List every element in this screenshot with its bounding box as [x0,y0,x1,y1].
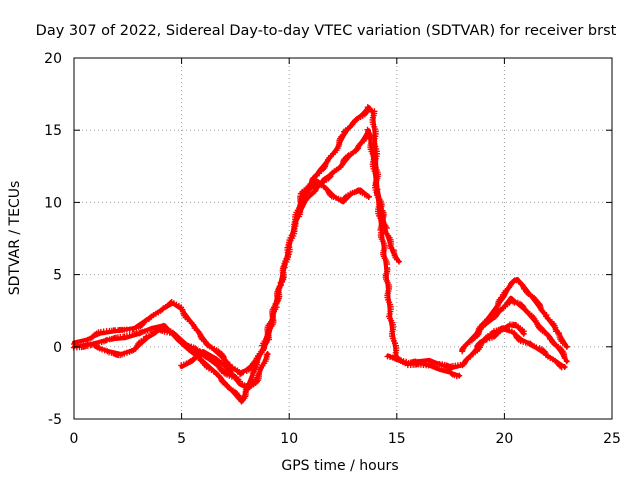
data-point [264,351,271,358]
data-point [240,369,247,376]
series-track [468,276,570,350]
data-point [102,337,109,344]
data-series [70,104,570,405]
x-tick-label: 10 [280,431,298,447]
y-tick-label: 0 [53,340,62,356]
data-point [326,174,333,181]
x-tick-label: 20 [495,431,513,447]
data-point [180,340,187,347]
x-tick-label: 15 [388,431,406,447]
y-tick-label: 5 [53,268,62,284]
data-point [193,346,200,353]
data-point [563,343,570,350]
y-axis-label: SDTVAR / TECUs [7,181,23,296]
data-point [520,330,527,337]
data-point [215,348,222,355]
y-tick-label: -5 [48,412,62,428]
data-point [365,193,372,200]
series-track [92,326,239,381]
series-track [474,321,527,349]
chart-title: Day 307 of 2022, Sidereal Day-to-day VTE… [36,23,617,39]
x-tick-label: 25 [603,431,621,447]
data-point [561,355,568,362]
series-track [178,349,271,393]
data-point [561,364,568,371]
y-tick-label: 15 [44,123,62,139]
data-point [395,258,402,265]
data-point [510,278,517,285]
data-point [541,348,548,355]
data-point [220,369,227,376]
data-point [456,372,463,379]
data-point [223,363,230,370]
x-axis-label: GPS time / hours [281,458,398,474]
data-point [377,226,384,233]
grid-lines [74,58,612,419]
series-line [72,105,401,375]
x-tick-label: 0 [70,431,79,447]
data-point [263,351,270,358]
data-point [344,153,351,160]
data-point [203,341,210,348]
data-point [153,328,160,335]
data-point [563,358,570,365]
axis-ticks: 0 5 10 15 20 25 -5 0 5 10 15 20 [44,51,621,447]
y-tick-label: 10 [44,195,62,211]
y-tick-label: 20 [44,51,62,67]
data-point [533,344,540,351]
plot-frame [73,57,613,420]
series-track [297,177,372,205]
x-tick-label: 5 [177,431,186,447]
